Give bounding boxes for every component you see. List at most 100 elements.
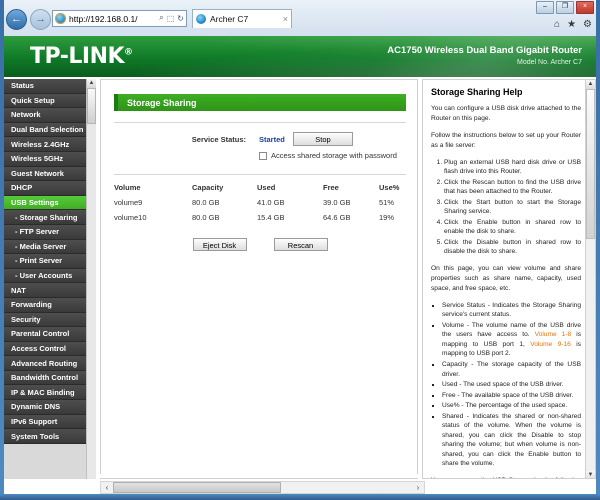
close-button[interactable]: × <box>576 1 594 14</box>
scroll-right-icon[interactable]: › <box>416 483 420 492</box>
sidebar-item-print-server[interactable]: - Print Server <box>4 254 87 269</box>
sidebar-item-label: Quick Setup <box>11 95 55 105</box>
help-scroll-down-icon[interactable]: ▼ <box>586 471 595 478</box>
help-scrollbar[interactable]: ▲ ▼ <box>585 80 595 478</box>
sidebar-item-user-accounts[interactable]: - User Accounts <box>4 268 87 284</box>
help-definition-item: Free - The available space of the USB dr… <box>442 391 581 401</box>
sidebar-item-dynamic-dns[interactable]: Dynamic DNS <box>4 400 87 415</box>
help-scroll-up-icon[interactable]: ▲ <box>586 80 595 89</box>
back-arrow-icon[interactable]: ← <box>6 9 27 30</box>
browser-toolbar-icons: ⌂ ★ ⚙ <box>554 19 592 30</box>
sidebar-scrollbar-thumb[interactable] <box>87 88 96 124</box>
gear-icon[interactable]: ⚙ <box>583 19 592 30</box>
minimize-button[interactable]: – <box>536 1 554 14</box>
password-checkbox[interactable] <box>259 151 267 160</box>
cell-capacity: 80.0 GB <box>192 213 220 222</box>
address-bar[interactable]: http://192.168.0.1/ ⌕ ⬚ ↻ <box>52 10 187 27</box>
cell-volume: volume10 <box>114 213 147 222</box>
sidebar-item-dhcp[interactable]: DHCP <box>4 181 87 196</box>
help-properties-note: On this page, you can view volume and sh… <box>431 265 581 292</box>
cell-used: 41.0 GB <box>257 198 285 207</box>
page-horizontal-scrollbar[interactable]: ‹ › <box>100 481 425 494</box>
stop-button[interactable]: Stop <box>293 132 353 146</box>
main-panel-footer <box>100 474 418 478</box>
sidebar-item-network[interactable]: Network <box>4 108 87 123</box>
help-scrollbar-thumb[interactable] <box>586 89 595 239</box>
sidebar-item-label: Network <box>11 110 41 120</box>
action-buttons: Eject Disk Rescan <box>114 238 406 251</box>
sidebar-item-status[interactable]: Status <box>4 79 87 94</box>
cell-free: 64.6 GB <box>323 213 351 222</box>
sidebar-item-bandwidth-control[interactable]: Bandwidth Control <box>4 370 87 386</box>
sidebar-item-label: Advanced Routing <box>11 358 78 368</box>
sidebar-item-parental-control[interactable]: Parental Control <box>4 327 87 342</box>
browser-tab[interactable]: Archer C7 × <box>192 9 292 28</box>
sidebar-item-wireless-2-4ghz[interactable]: Wireless 2.4GHz <box>4 137 87 152</box>
sidebar-item-ftp-server[interactable]: - FTP Server <box>4 224 87 240</box>
sidebar-item-label: System Tools <box>11 431 60 441</box>
sidebar-item-usb-settings[interactable]: USB Settings <box>4 195 87 211</box>
column-header-capacity: Capacity <box>192 183 224 192</box>
sidebar-item-forwarding[interactable]: Forwarding <box>4 297 87 313</box>
forward-arrow-icon[interactable]: → <box>30 9 51 30</box>
navigation-buttons: ← → <box>6 9 51 30</box>
table-row: volume10 80.0 GB 15.4 GB 64.6 GB 19% <box>114 210 406 225</box>
sidebar-item-access-control[interactable]: Access Control <box>4 341 87 357</box>
scroll-up-icon[interactable]: ▲ <box>87 79 96 88</box>
sidebar-item-system-tools[interactable]: System Tools <box>4 429 87 444</box>
divider-table-top <box>114 174 406 175</box>
maximize-button[interactable]: ❐ <box>556 1 574 14</box>
sidebar-scrollbar[interactable]: ▲ <box>86 79 96 479</box>
sidebar-item-label: Guest Network <box>11 168 64 178</box>
cell-use: 19% <box>379 213 395 222</box>
favorites-icon[interactable]: ★ <box>567 19 577 30</box>
sidebar-item-label: IPv6 Support <box>11 416 58 426</box>
sidebar-item-quick-setup[interactable]: Quick Setup <box>4 93 87 109</box>
help-step-item: Plug an external USB hard disk drive or … <box>444 158 581 177</box>
address-bar-tools: ⌕ ⬚ ↻ <box>159 13 184 23</box>
help-highlight-text: Volume 9-16 <box>530 340 571 348</box>
help-definition-item: Use% - The percentage of the used space. <box>442 401 581 411</box>
home-icon[interactable]: ⌂ <box>554 19 561 30</box>
sidebar-item-media-server[interactable]: - Media Server <box>4 239 87 255</box>
help-definition-item: Capacity - The storage capacity of the U… <box>442 360 581 379</box>
page-scrollbar-thumb[interactable] <box>113 482 281 493</box>
help-highlight-text: Volume 1-8 <box>534 331 572 339</box>
sidebar-item-label: USB Settings <box>11 198 59 208</box>
table-row: volume9 80.0 GB 41.0 GB 39.0 GB 51% <box>114 195 406 210</box>
column-header-free: Free <box>323 183 339 192</box>
sidebar-item-label: Status <box>11 81 34 91</box>
search-icon[interactable]: ⌕ <box>159 13 164 22</box>
eject-disk-button[interactable]: Eject Disk <box>192 238 247 251</box>
sidebar-item-security[interactable]: Security <box>4 312 87 328</box>
close-icon[interactable]: × <box>282 14 288 24</box>
sidebar-item-dual-band-selection[interactable]: Dual Band Selection <box>4 122 87 138</box>
password-checkbox-row[interactable]: Access shared storage with password <box>259 151 397 160</box>
sidebar-item-label: IP & MAC Binding <box>11 387 75 397</box>
sidebar-item-label: Forwarding <box>11 300 52 310</box>
help-definition-item: Service Status - Indicates the Storage S… <box>442 301 581 320</box>
sidebar-item-nat[interactable]: NAT <box>4 283 87 298</box>
sidebar-item-guest-network[interactable]: Guest Network <box>4 166 87 182</box>
sidebar-item-ip-mac-binding[interactable]: IP & MAC Binding <box>4 385 87 401</box>
tplink-logo: TP-LINK® <box>30 44 133 69</box>
service-status-row: Service Status: Started Stop <box>114 132 406 146</box>
table-header-row: Volume Capacity Used Free Use% <box>114 180 406 195</box>
rescan-button[interactable]: Rescan <box>273 238 328 251</box>
column-header-volume: Volume <box>114 183 141 192</box>
service-status-label: Service Status: <box>191 134 246 144</box>
sidebar-item-wireless-5ghz[interactable]: Wireless 5GHz <box>4 151 87 167</box>
scroll-left-icon[interactable]: ‹ <box>105 483 109 492</box>
product-model: Model No. Archer C7 <box>517 59 582 66</box>
sidebar-item-ipv6-support[interactable]: IPv6 Support <box>4 414 87 430</box>
help-definition-item: Shared - Indicates the shared or non-sha… <box>442 412 581 469</box>
compatibility-view-icon[interactable]: ⬚ <box>166 13 175 23</box>
sidebar-item-advanced-routing[interactable]: Advanced Routing <box>4 356 87 371</box>
window-frame-right <box>596 0 600 500</box>
refresh-icon[interactable]: ↻ <box>177 13 184 23</box>
sidebar-item-label: Dynamic DNS <box>11 402 61 412</box>
sidebar-item-label: - Media Server <box>15 241 67 251</box>
page-scrollbar-track[interactable] <box>113 482 412 493</box>
sidebar-item-storage-sharing[interactable]: - Storage Sharing <box>4 210 87 225</box>
help-steps-list: Plug an external USB hard disk drive or … <box>431 158 581 257</box>
